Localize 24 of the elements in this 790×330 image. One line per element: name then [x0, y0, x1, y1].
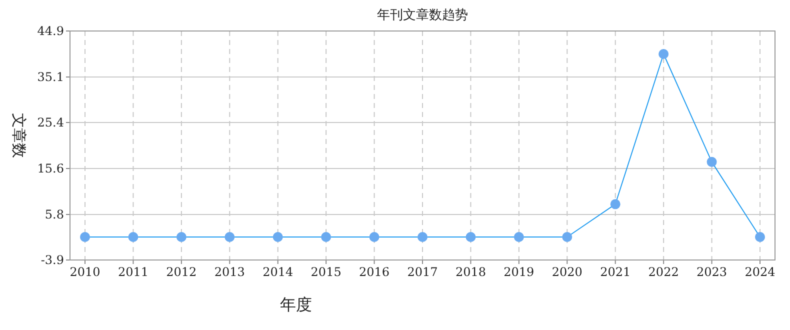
y-tick-label: 5.8	[44, 207, 64, 222]
y-tick-label: 44.9	[37, 24, 64, 38]
x-tick-label: 2016	[359, 265, 390, 279]
x-tick-label: 2022	[648, 265, 679, 279]
y-tick-label: 35.1	[37, 70, 64, 84]
y-tick-label: 25.4	[37, 116, 64, 130]
x-tick-label: 2017	[407, 265, 438, 279]
x-tick-label: 2015	[310, 265, 342, 279]
x-tick-label: 2011	[118, 265, 148, 279]
x-tick-label: 2020	[552, 265, 582, 279]
y-tick-label: -3.9	[40, 253, 64, 267]
x-tick-label: 2019	[504, 265, 534, 279]
y-tick-label: 15.6	[37, 161, 64, 176]
x-tick-label: 2018	[455, 265, 486, 279]
x-tick-label: 2010	[70, 265, 100, 279]
x-axis-title: 年度	[280, 295, 312, 314]
x-tick-label: 2013	[214, 265, 245, 279]
chart-title: 年刊文章数趋势	[377, 8, 468, 23]
x-tick-label: 2014	[262, 265, 294, 279]
x-tick-label: 2023	[696, 265, 728, 279]
x-tick-label: 2021	[600, 265, 631, 279]
x-tick-label: 2012	[166, 265, 197, 279]
y-axis-title: 文章数	[10, 113, 28, 158]
x-tick-label: 2024	[744, 265, 776, 279]
